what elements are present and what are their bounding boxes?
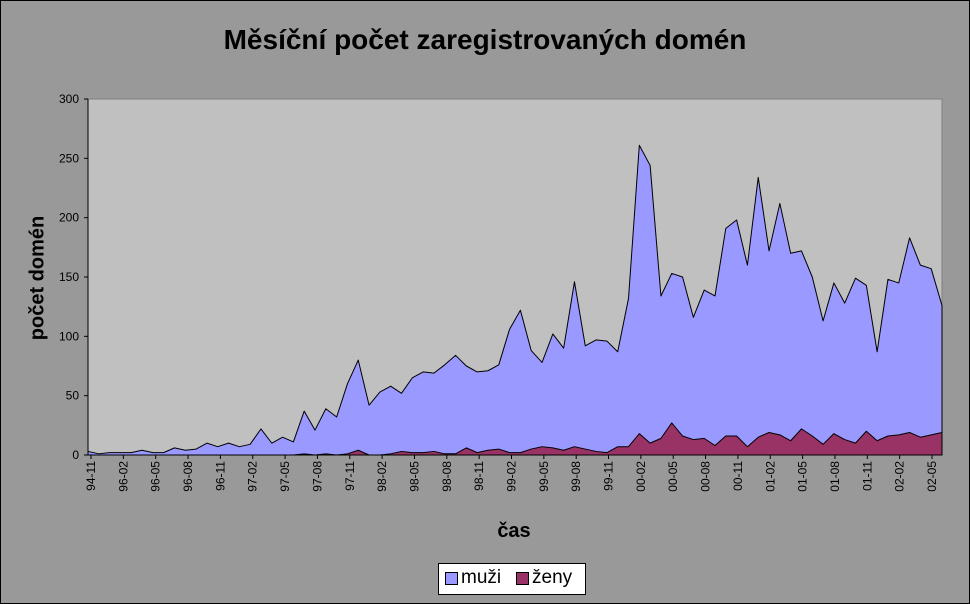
x-tick-label: 01-08 [828, 461, 842, 492]
x-tick-label: 99-11 [602, 461, 616, 491]
x-tick-label: 02-02 [893, 461, 907, 492]
x-tick-label: 98-02 [375, 461, 389, 492]
chart-title: Měsíční počet zaregistrovaných domén [223, 24, 747, 55]
y-tick-label: 0 [72, 448, 79, 462]
x-tick-label: 02-05 [925, 461, 939, 492]
x-tick-label: 97-05 [278, 461, 292, 492]
y-tick-label: 50 [66, 389, 80, 403]
y-tick-label: 300 [59, 92, 79, 106]
y-tick-label: 250 [59, 151, 79, 165]
y-tick-label: 200 [59, 211, 79, 225]
x-axis-label: čas [497, 520, 531, 542]
x-tick-label: 98-11 [472, 461, 486, 491]
legend-swatch-muzi [445, 572, 458, 585]
x-tick-label: 97-02 [246, 461, 260, 492]
x-tick-label: 99-08 [569, 461, 583, 492]
legend-swatch-zeny [516, 572, 529, 585]
x-tick-label: 01-11 [860, 461, 874, 491]
legend: muži ženy [438, 563, 586, 595]
x-tick-label: 96-02 [116, 461, 130, 492]
x-tick-label: 00-02 [634, 461, 648, 492]
x-tick-label: 97-11 [343, 461, 357, 491]
x-tick-label: 00-05 [666, 461, 680, 492]
x-tick-label: 94-11 [84, 461, 98, 491]
legend-label-zeny: ženy [532, 567, 573, 588]
legend-label-muzi: muži [461, 567, 502, 588]
x-tick-label: 96-11 [213, 461, 227, 491]
x-tick-label: 97-08 [310, 461, 324, 492]
x-tick-label: 96-05 [149, 461, 163, 492]
y-tick-label: 100 [59, 329, 79, 343]
y-axis-label: počet domén [26, 215, 49, 341]
series-area-0 [87, 144, 943, 456]
x-tick-label: 01-05 [796, 461, 810, 492]
x-tick-label: 00-08 [699, 461, 713, 492]
x-tick-label: 01-02 [763, 461, 777, 492]
x-tick-label: 99-05 [537, 461, 551, 492]
y-tick-label: 150 [59, 270, 79, 284]
x-tick-label: 98-05 [407, 461, 421, 492]
x-tick-label: 00-11 [731, 461, 745, 491]
x-tick-label: 99-02 [505, 461, 519, 492]
x-tick-label: 96-08 [181, 461, 195, 492]
x-tick-label: 98-08 [440, 461, 454, 492]
